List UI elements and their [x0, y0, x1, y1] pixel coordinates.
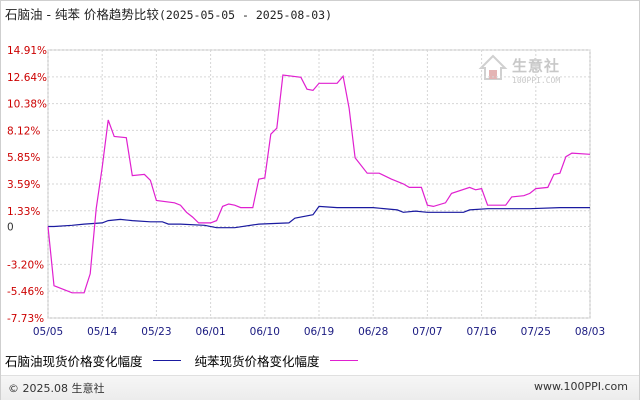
y-tick-label: -5.46%	[7, 286, 44, 298]
footer-site-link[interactable]: www.100PPI.com	[534, 380, 628, 393]
chart-title-main: 石脑油 - 纯苯 价格趋势比较	[5, 7, 159, 22]
legend-swatch-benzene	[329, 360, 358, 361]
y-tick-label: 1.33%	[7, 206, 40, 218]
y-tick-label: 0	[7, 221, 14, 233]
x-tick-label: 07/25	[521, 326, 551, 338]
x-tick-label: 07/07	[412, 326, 442, 338]
y-tick-label: -7.73%	[7, 313, 44, 325]
legend-swatch-naphtha	[152, 360, 181, 361]
legend-label-naphtha: 石脑油现货价格变化幅度	[5, 354, 143, 369]
y-tick-label: 10.38%	[7, 99, 47, 111]
y-tick-label: 5.85%	[7, 152, 40, 164]
chart-title: 石脑油 - 纯苯 价格趋势比较(2025-05-05 - 2025-08-03)	[5, 4, 332, 23]
y-tick-label: 8.12%	[7, 125, 40, 137]
series-line-naphtha	[48, 205, 590, 229]
footer-bar	[1, 375, 639, 400]
x-tick-label: 07/16	[466, 326, 497, 338]
legend-label-benzene: 纯苯现货价格变化幅度	[194, 354, 320, 369]
x-tick-label: 06/10	[250, 326, 280, 338]
y-tick-label: 12.64%	[7, 72, 47, 84]
x-tick-label: 06/19	[304, 326, 334, 338]
x-tick-label: 06/01	[195, 326, 225, 338]
y-tick-label: 3.59%	[7, 179, 40, 191]
footer-copyright: © 2025.08 生意社	[8, 382, 105, 395]
y-tick-label: 14.91%	[7, 45, 47, 57]
x-tick-label: 08/03	[575, 326, 605, 338]
legend-item-naphtha: 石脑油现货价格变化幅度	[5, 351, 181, 370]
chart-title-range: (2025-05-05 - 2025-08-03)	[158, 8, 333, 22]
series-line-benzene	[47, 74, 591, 294]
x-tick-label: 05/05	[33, 326, 63, 338]
x-tick-label: 06/28	[358, 326, 388, 338]
watermark-url: 100PPI.COM	[512, 76, 561, 85]
x-tick-label: 05/14	[87, 326, 118, 338]
legend-item-benzene: 纯苯现货价格变化幅度	[195, 351, 358, 370]
y-tick-label: -3.20%	[7, 259, 44, 271]
x-tick-label: 05/23	[141, 326, 171, 338]
chart-legend: 石脑油现货价格变化幅度 纯苯现货价格变化幅度	[5, 351, 368, 370]
